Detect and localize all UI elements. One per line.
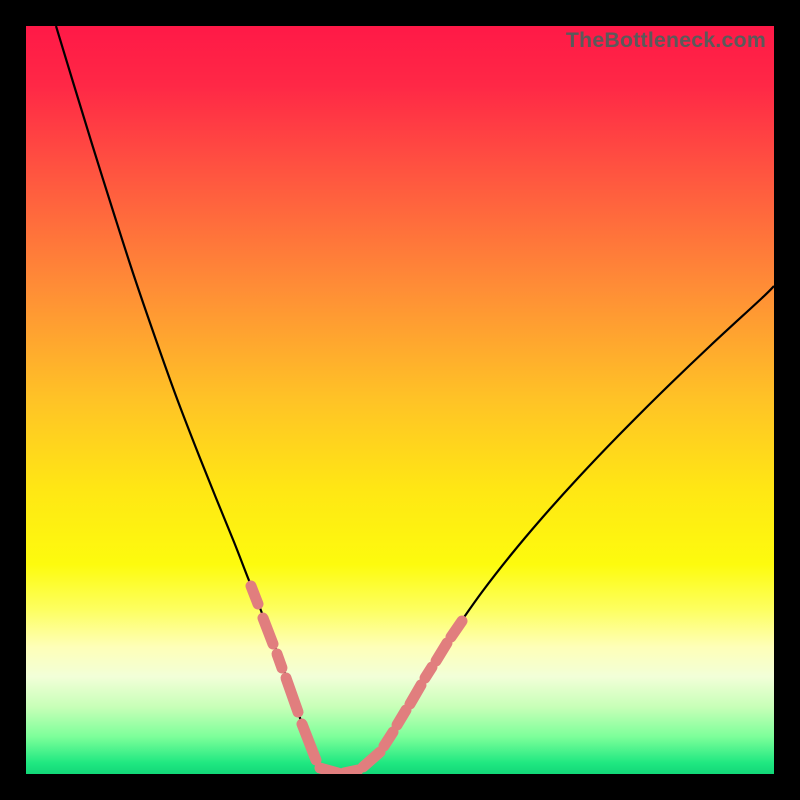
dash-segment <box>451 621 462 637</box>
frame-border-top <box>0 0 800 26</box>
frame-border-right <box>774 0 800 800</box>
dash-segment <box>397 710 406 725</box>
plot-area: TheBottleneck.com <box>26 26 774 774</box>
dash-segment <box>320 768 338 773</box>
frame-border-left <box>0 0 26 800</box>
dash-segment <box>302 724 316 760</box>
dash-segment <box>384 732 393 746</box>
dash-segment <box>251 586 258 604</box>
bottleneck-curve-svg <box>26 26 774 774</box>
chart-frame: TheBottleneck.com <box>0 0 800 800</box>
dash-segment <box>363 752 380 767</box>
main-curve <box>56 26 774 773</box>
dash-segment <box>277 654 282 668</box>
frame-border-bottom <box>0 774 800 800</box>
dash-segment <box>425 667 432 678</box>
dash-segment <box>344 770 358 773</box>
dash-segment <box>263 618 273 644</box>
dash-segment <box>436 643 447 661</box>
dash-segment <box>410 685 421 704</box>
dash-segment <box>286 678 298 712</box>
dash-overlay-group <box>251 586 462 773</box>
